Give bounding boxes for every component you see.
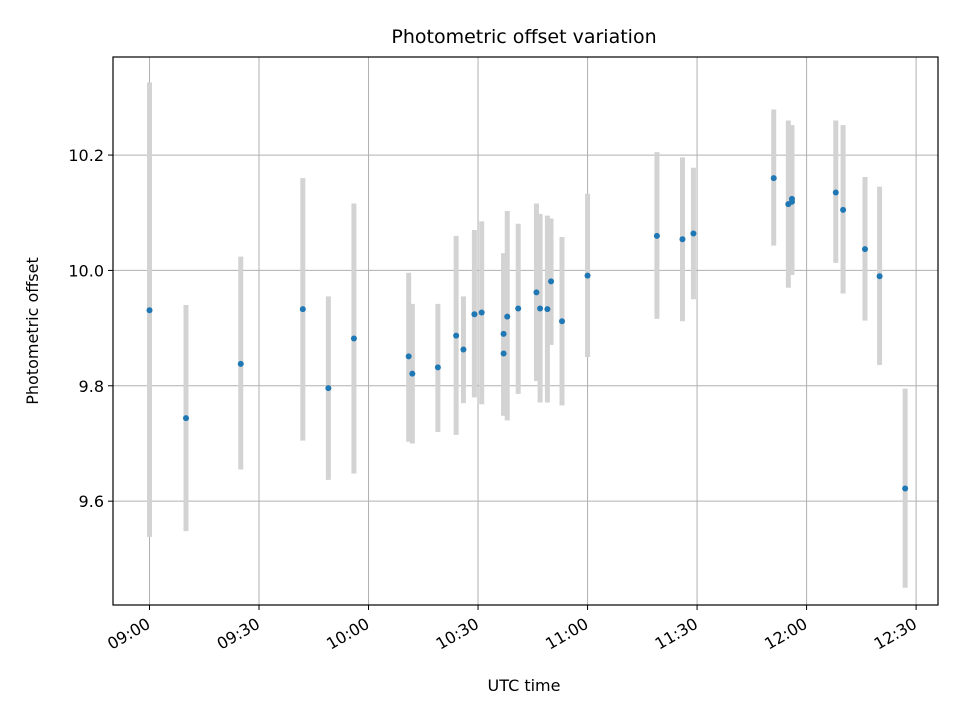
x-tick-label: 09:30 [214,614,263,654]
data-point [515,305,522,312]
data-point [460,346,467,353]
x-tick-label: 12:30 [871,614,920,654]
data-point [504,313,511,320]
data-point [237,360,244,367]
data-point [471,311,478,318]
data-points [146,175,909,492]
x-tick-label: 10:30 [433,614,482,654]
y-axis-label: Photometric offset [23,257,42,405]
data-point [434,364,441,371]
x-tick-label: 10:00 [323,614,372,654]
x-axis-label: UTC time [488,676,561,695]
y-axis-ticks: 9.6 9.8 10.0 10.2 [68,146,113,511]
data-point [861,246,868,253]
data-point [559,318,566,325]
data-point [478,309,485,316]
data-point [653,232,660,239]
y-tick-label: 9.6 [79,492,104,511]
errorbars [147,82,908,588]
data-point [183,415,190,422]
x-axis-ticks: 09:00 09:30 10:00 10:30 11:00 11:30 12:00 12:30 [104,605,920,654]
data-point [299,306,306,313]
data-point [537,305,544,312]
data-point [876,273,883,280]
y-tick-label: 10.2 [68,146,104,165]
data-point [548,278,555,285]
data-point [500,350,507,357]
data-point [500,330,507,337]
data-point [840,206,847,213]
x-tick-label: 11:30 [652,614,701,654]
plot-frame [112,56,939,606]
data-point [584,272,591,279]
data-point [690,230,697,237]
data-point [770,175,777,182]
data-point [902,485,909,492]
data-point [788,198,795,205]
y-tick-label: 9.8 [79,377,104,396]
data-point [405,353,412,360]
data-point [453,332,460,339]
grid [113,57,938,605]
x-tick-label: 12:00 [761,614,810,654]
data-point [325,385,332,392]
data-point [544,306,551,313]
data-point [533,289,540,296]
data-point [832,189,839,196]
x-tick-label: 11:00 [542,614,591,654]
x-tick-label: 09:00 [104,614,153,654]
y-tick-label: 10.0 [68,261,104,280]
data-point [409,370,416,377]
data-point [679,236,686,243]
data-point [350,335,357,342]
data-point [146,307,153,314]
chart-title: Photometric offset variation [391,26,656,48]
